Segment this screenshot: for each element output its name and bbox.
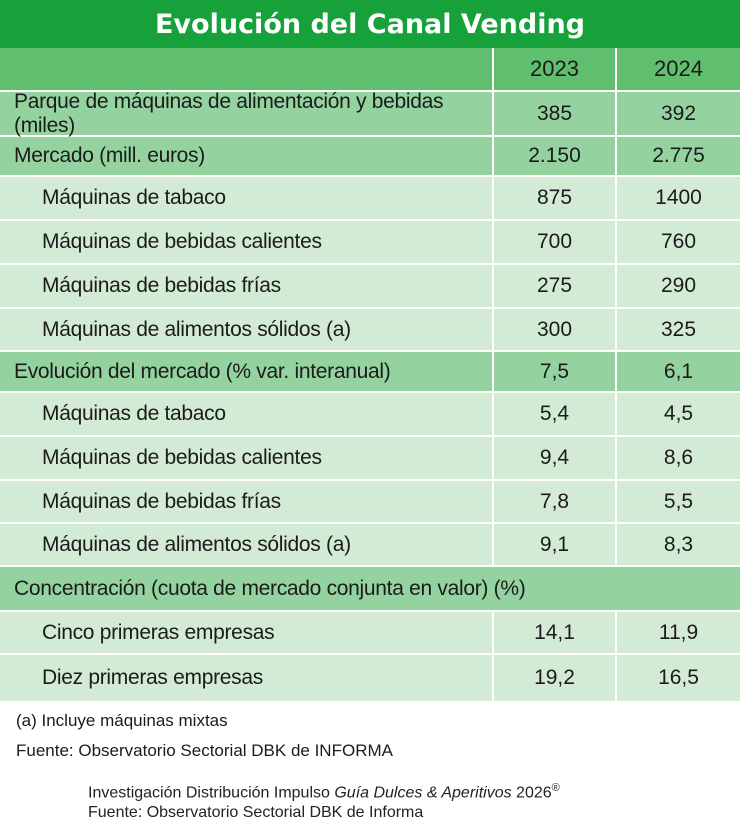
row-label: Máquinas de tabaco: [0, 393, 494, 435]
table-row: Máquinas de bebidas calientes 9,4 8,6: [0, 437, 740, 481]
row-label: Máquinas de alimentos sólidos (a): [0, 524, 494, 565]
row-label: Concentración (cuota de mercado conjunta…: [14, 576, 526, 600]
cell-2023: 275: [494, 265, 617, 307]
table-row: Máquinas de alimentos sólidos (a) 9,1 8,…: [0, 524, 740, 567]
cell-2023: 385: [494, 92, 617, 135]
table-row: Máquinas de alimentos sólidos (a) 300 32…: [0, 309, 740, 352]
row-label: Parque de máquinas de alimentación y beb…: [0, 90, 494, 137]
credits-line-1: Investigación Distribución Impulso Guía …: [88, 778, 560, 803]
row-label: Máquinas de alimentos sólidos (a): [0, 309, 494, 350]
row-label: Máquinas de bebidas calientes: [0, 221, 494, 263]
table-row: Máquinas de tabaco 875 1400: [0, 177, 740, 221]
table-row: Diez primeras empresas 19,2 16,5: [0, 655, 740, 701]
cell-2023: 700: [494, 221, 617, 263]
cell-2024: 2.775: [652, 144, 705, 167]
cell-2023: 5,4: [494, 393, 617, 435]
cell-2023: 7,8: [494, 481, 617, 522]
table-row: Máquinas de tabaco 5,4 4,5: [0, 393, 740, 437]
table-header-row: 2023 2024: [0, 48, 740, 92]
credits-line-2: Fuente: Observatorio Sectorial DBK de In…: [88, 804, 424, 822]
cell-2024: 290: [660, 274, 697, 297]
row-label: Cinco primeras empresas: [0, 612, 494, 653]
cell-2023: 875: [494, 177, 617, 219]
table-row: Evolución del mercado (% var. interanual…: [0, 352, 740, 393]
row-label: Diez primeras empresas: [0, 655, 494, 701]
cell-2023: 300: [494, 309, 617, 350]
cell-2024: 1400: [655, 186, 702, 209]
cell-2024: 760: [660, 230, 697, 253]
row-label: Máquinas de tabaco: [0, 177, 494, 219]
cell-2024: 392: [660, 101, 697, 125]
table-row: Cinco primeras empresas 14,1 11,9: [0, 612, 740, 655]
footnote: (a) Incluye máquinas mixtas: [16, 711, 228, 730]
cell-2024: 16,5: [658, 666, 699, 689]
row-label: Máquinas de bebidas calientes: [0, 437, 494, 479]
table-row: Máquinas de bebidas frías 275 290: [0, 265, 740, 309]
credits-year: 2026: [511, 784, 552, 802]
source-note: Fuente: Observatorio Sectorial DBK de IN…: [16, 741, 393, 760]
row-label: Mercado (mill. euros): [0, 137, 494, 175]
row-label: Evolución del mercado (% var. interanual…: [0, 352, 494, 391]
table-row: Mercado (mill. euros) 2.150 2.775: [0, 137, 740, 177]
cell-2024: 11,9: [658, 620, 699, 644]
row-label: Máquinas de bebidas frías: [0, 265, 494, 307]
registered-mark: ®: [551, 782, 560, 794]
cell-2024: 8,6: [663, 446, 694, 469]
cell-2024: 6,1: [663, 359, 694, 383]
table-title: Evolución del Canal Vending: [0, 0, 740, 48]
cell-2023: 14,1: [494, 612, 617, 653]
column-header-2023: 2023: [494, 48, 617, 90]
cell-2023: 19,2: [494, 655, 617, 701]
cell-2024: 5,5: [663, 489, 694, 513]
row-label: Máquinas de bebidas frías: [0, 481, 494, 522]
credits: Investigación Distribución Impulso Guía …: [88, 778, 560, 823]
table-row: Máquinas de bebidas frías 7,8 5,5: [0, 481, 740, 524]
cell-2023: 9,1: [494, 524, 617, 565]
data-table: 2023 2024 Parque de máquinas de alimenta…: [0, 48, 740, 701]
table-notes: (a) Incluye máquinas mixtas Fuente: Obse…: [16, 706, 393, 766]
cell-2023: 7,5: [494, 352, 617, 391]
cell-2023: 9,4: [494, 437, 617, 479]
credits-publication: Guía Dulces & Aperitivos: [334, 784, 512, 802]
cell-2024: 4,5: [663, 402, 694, 425]
cell-2024: 8,3: [663, 532, 694, 556]
table-row: Máquinas de bebidas calientes 700 760: [0, 221, 740, 265]
table-row: Parque de máquinas de alimentación y beb…: [0, 90, 740, 137]
column-header-2024: 2024: [654, 56, 703, 81]
cell-2024: 325: [660, 317, 697, 341]
cell-2023: 2.150: [494, 137, 617, 175]
table-row: Concentración (cuota de mercado conjunta…: [0, 567, 740, 612]
header-blank-cell: [0, 48, 494, 90]
credits-prefix: Investigación Distribución Impulso: [88, 784, 335, 802]
